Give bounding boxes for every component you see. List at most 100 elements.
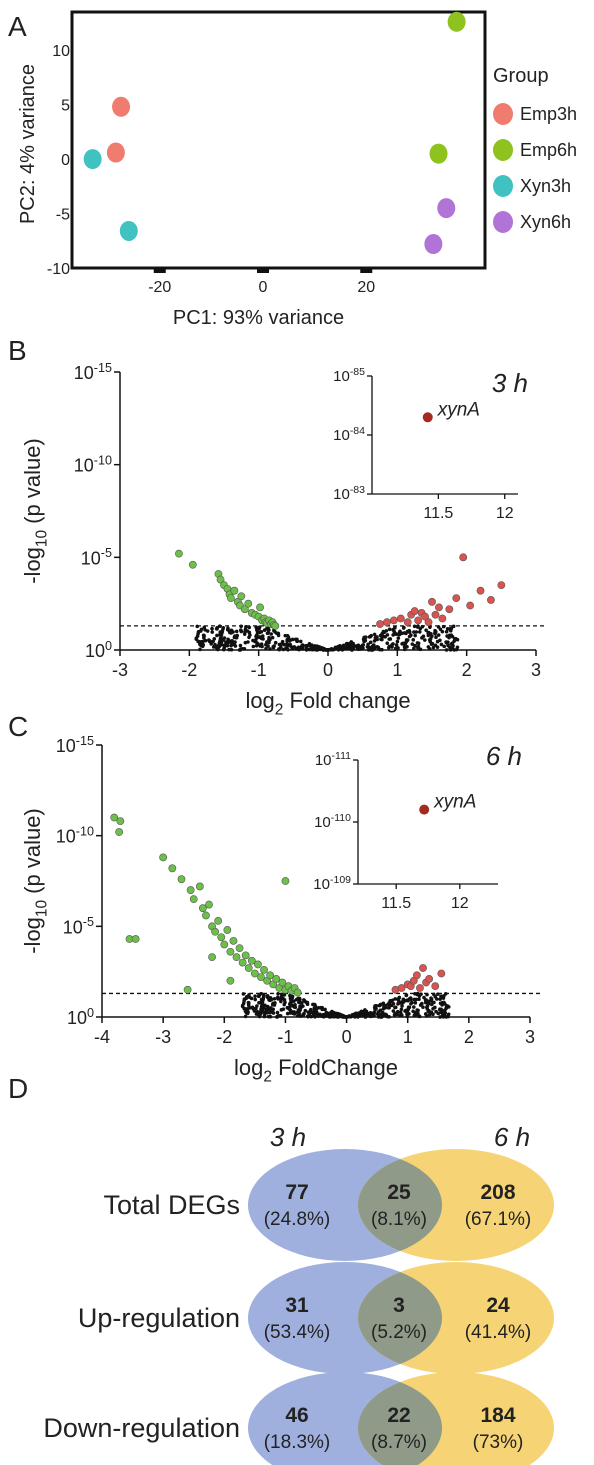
ns-gene-point — [409, 997, 413, 1002]
y-axis-label: -log10 (p value) — [20, 438, 51, 584]
ns-gene-point — [227, 647, 231, 652]
down-gene-point — [226, 947, 235, 956]
ns-gene-point — [260, 1007, 265, 1012]
ns-gene-point — [412, 624, 417, 629]
ns-gene-point — [194, 637, 199, 641]
venn-pct-shared: (8.1%) — [371, 1209, 427, 1230]
down-gene-point — [223, 926, 232, 934]
ns-gene-point — [420, 636, 424, 640]
ns-gene-point — [295, 639, 299, 643]
ns-gene-point — [282, 993, 287, 997]
ns-gene-point — [417, 1014, 422, 1019]
x-axis-label: log2 FoldChange — [234, 1055, 398, 1086]
pca-point-Xyn3h — [83, 149, 102, 170]
ns-gene-point — [454, 647, 459, 652]
ns-gene-point — [432, 992, 436, 997]
ns-gene-point — [268, 1010, 272, 1015]
y-tick-label: 100 — [85, 639, 112, 661]
down-gene-point — [189, 895, 198, 904]
ns-gene-point — [418, 626, 423, 631]
ns-gene-point — [448, 645, 452, 650]
down-gene-point — [205, 900, 213, 909]
venn-pct-3h-only: (18.3%) — [264, 1432, 331, 1453]
ns-gene-point — [387, 627, 392, 632]
down-gene-point — [266, 971, 275, 980]
up-gene-point — [412, 971, 421, 980]
venn-count-shared: 22 — [387, 1404, 410, 1427]
ns-gene-point — [349, 641, 354, 646]
ns-gene-point — [423, 998, 428, 1002]
ns-gene-point — [329, 647, 334, 652]
ns-gene-point — [444, 648, 449, 652]
up-gene-point — [396, 614, 405, 623]
ns-gene-point — [265, 1007, 270, 1012]
ns-gene-point — [404, 993, 409, 997]
ns-gene-point — [435, 997, 439, 1001]
y-tick-label: 10-15 — [74, 361, 112, 383]
ns-gene-point — [439, 642, 444, 647]
ns-gene-point — [346, 646, 351, 651]
down-gene-point — [232, 953, 241, 962]
ns-gene-point — [251, 644, 256, 649]
ns-gene-point — [209, 642, 214, 646]
ns-gene-point — [391, 627, 395, 632]
ns-gene-point — [317, 645, 322, 650]
ns-gene-point — [276, 631, 281, 636]
ns-gene-point — [213, 642, 217, 647]
ns-gene-point — [320, 1007, 324, 1012]
plot-frame — [70, 10, 487, 270]
ns-gene-point — [400, 1000, 405, 1005]
ns-gene-point — [214, 626, 219, 631]
venn-row: Up-regulation 31 (53.4%) 3 (5.2%) 24 (41.4%) — [78, 1262, 554, 1374]
venn-row: Down-regulation 46 (18.3%) 22 (8.7%) 184 (73%) — [43, 1372, 554, 1465]
panel-label-b: B — [8, 335, 27, 366]
ns-gene-point — [256, 1012, 261, 1017]
ns-gene-point — [410, 642, 415, 646]
ns-gene-point — [259, 630, 264, 634]
up-gene-point — [435, 603, 443, 612]
ns-gene-point — [288, 1003, 293, 1008]
ns-gene-point — [378, 633, 383, 638]
down-gene-point — [183, 985, 192, 994]
ns-gene-point — [327, 1011, 332, 1016]
ns-gene-point — [215, 633, 219, 638]
ns-gene-point — [381, 629, 386, 634]
down-gene-point — [237, 592, 246, 601]
ns-gene-point — [238, 643, 243, 648]
ns-gene-point — [297, 999, 302, 1004]
ns-gene-point — [234, 629, 239, 634]
ns-gene-point — [212, 636, 217, 641]
ns-gene-point — [428, 636, 433, 641]
down-gene-point — [208, 953, 216, 962]
x-tick-label: -4 — [94, 1027, 110, 1047]
ns-gene-point — [307, 647, 312, 652]
ns-gene-point — [306, 1010, 311, 1014]
ns-gene-point — [363, 638, 368, 643]
ns-gene-point — [327, 1015, 332, 1019]
ns-gene-point — [263, 1010, 268, 1014]
ns-gene-point — [373, 635, 378, 640]
ns-gene-point — [255, 635, 259, 640]
ns-gene-point — [268, 647, 272, 651]
down-gene-point — [229, 936, 238, 945]
ns-gene-point — [426, 1009, 431, 1014]
ns-gene-point — [262, 993, 266, 998]
y-tick-label: 10-5 — [63, 915, 94, 937]
up-gene-point — [416, 984, 424, 992]
down-gene-point — [238, 958, 247, 967]
ns-gene-point — [396, 636, 401, 640]
down-gene-point — [131, 935, 140, 943]
up-gene-point — [424, 618, 433, 627]
ns-gene-point — [386, 1002, 390, 1007]
ns-gene-point — [273, 640, 278, 645]
ns-gene-point — [240, 1004, 245, 1009]
down-gene-point — [271, 622, 280, 630]
inset-y-tick-label: 10-110 — [314, 812, 351, 831]
ns-gene-point — [300, 643, 305, 647]
ns-gene-point — [417, 997, 421, 1002]
down-gene-point — [226, 976, 235, 985]
x-tick-label: 0 — [323, 660, 333, 680]
ns-gene-point — [256, 626, 261, 630]
